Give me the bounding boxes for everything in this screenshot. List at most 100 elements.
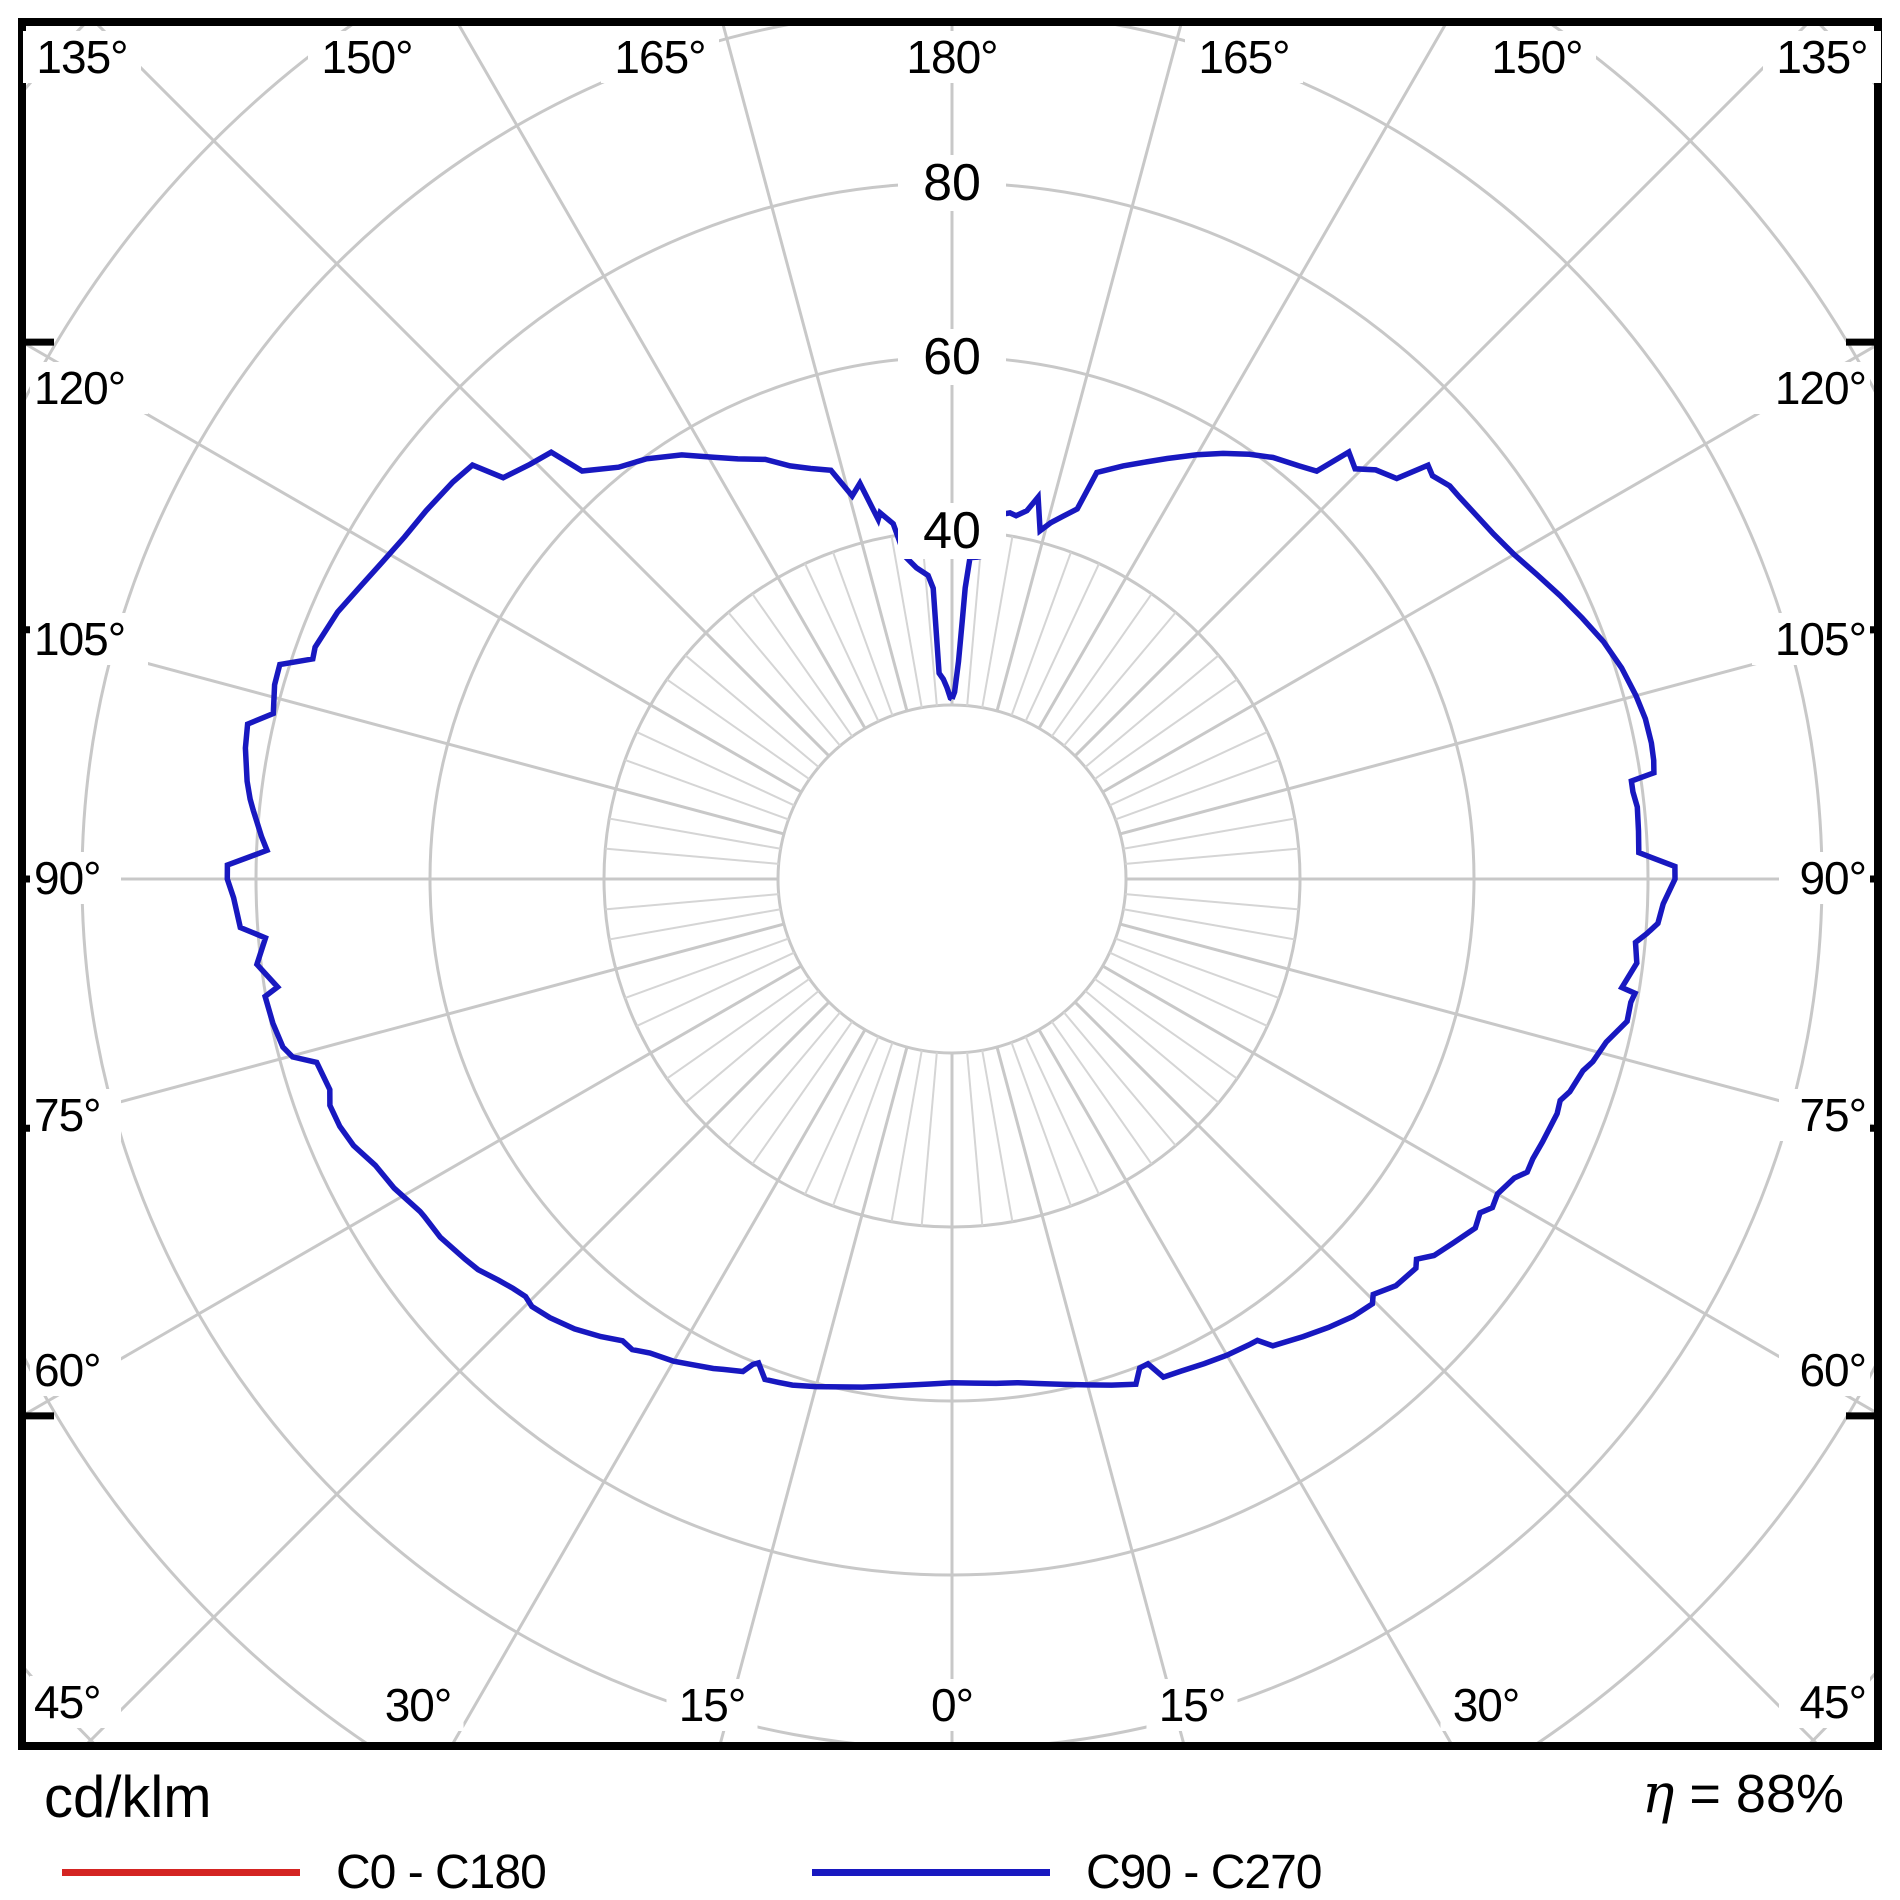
angle-label-mask <box>1779 1344 1870 1396</box>
grid-spoke-45 <box>1073 1000 1822 1746</box>
grid-spoke-210 <box>455 22 867 730</box>
legend-item-c0-c180: C0 - C180 <box>62 1844 547 1900</box>
fine-spoke-10 <box>981 1050 1014 1222</box>
angle-label-mask <box>30 1676 121 1728</box>
grid-spoke-300 <box>22 964 803 1418</box>
chart-frame <box>18 18 1882 1750</box>
angle-label-mask <box>1779 852 1870 904</box>
angle-label-mask <box>920 1679 984 1731</box>
fine-spoke-140 <box>1063 611 1177 747</box>
grid-spoke-225 <box>92 22 831 758</box>
angle-label-15deg: 15° <box>679 1679 746 1731</box>
fine-spoke-170 <box>981 536 1014 708</box>
grid-spoke-345 <box>718 1046 909 1746</box>
fine-spoke-320 <box>727 1011 841 1147</box>
fine-spoke-280 <box>609 908 781 941</box>
fine-spoke-290 <box>624 937 789 999</box>
angle-label-mask <box>30 852 121 904</box>
angle-label-mask <box>30 613 148 665</box>
fine-spoke-65 <box>1109 951 1268 1027</box>
fine-spoke-275 <box>605 893 779 911</box>
fine-spoke-70 <box>1115 937 1280 999</box>
fine-spoke-335 <box>804 1036 880 1195</box>
fine-spoke-205 <box>804 563 880 722</box>
grid-spoke-240 <box>22 340 803 794</box>
angle-label-mask <box>1478 31 1596 83</box>
angle-label-105deg: 105° <box>34 613 125 665</box>
angle-label-30deg: 30° <box>1453 1679 1520 1731</box>
angle-label-mask <box>1752 613 1870 665</box>
legend-item-c90-c270: C90 - C270 <box>812 1844 1322 1900</box>
fine-spoke-125 <box>1093 678 1238 781</box>
grid-spoke-150 <box>1037 22 1449 730</box>
fine-spoke-115 <box>1109 731 1268 807</box>
angle-label-0deg: 0° <box>931 1679 973 1731</box>
fine-spoke-340 <box>832 1042 894 1207</box>
fine-spoke-355 <box>920 1052 938 1226</box>
angle-label-mask <box>1185 31 1303 83</box>
angle-label-180deg: 180° <box>906 31 997 83</box>
legend-swatch-blue-icon <box>812 1868 1050 1876</box>
fine-spoke-25 <box>1024 1036 1100 1195</box>
angle-label-15deg: 15° <box>1159 1679 1226 1731</box>
angle-label-75deg: 75° <box>34 1089 101 1141</box>
fine-spoke-230 <box>684 654 820 768</box>
grid-spoke-120 <box>1101 342 1878 794</box>
angle-label-mask <box>893 31 1011 83</box>
fine-spoke-200 <box>832 551 894 716</box>
angle-label-mask <box>1763 31 1881 83</box>
ring-label-mask <box>898 155 1006 211</box>
angle-label-60deg: 60° <box>1799 1344 1866 1396</box>
grid-spoke-75 <box>1119 922 1878 1129</box>
angle-label-135deg: 135° <box>36 31 127 83</box>
fine-spoke-130 <box>1084 654 1220 768</box>
grid-spoke-195 <box>720 22 909 712</box>
grid-spoke-105 <box>1119 629 1878 836</box>
fine-spoke-40 <box>1063 1011 1177 1147</box>
ring-label-80: 80 <box>923 154 981 212</box>
fine-spoke-350 <box>890 1050 923 1222</box>
angle-label-mask <box>1146 1679 1238 1731</box>
angle-label-135deg: 135° <box>1776 31 1867 83</box>
fine-spoke-190 <box>890 536 923 708</box>
fine-spoke-50 <box>1084 990 1220 1104</box>
fine-spoke-260 <box>609 817 781 850</box>
grid-spoke-330 <box>449 1028 867 1746</box>
legend-label-c90-c270: C90 - C270 <box>1086 1845 1322 1899</box>
fine-spoke-185 <box>920 532 938 706</box>
fine-spoke-220 <box>727 611 841 747</box>
grid-ring-20 <box>776 703 1128 1055</box>
fine-spoke-160 <box>1010 551 1072 716</box>
angle-label-mask <box>30 1344 121 1396</box>
grid-spoke-30 <box>1037 1028 1455 1746</box>
angle-label-75deg: 75° <box>1799 1089 1866 1141</box>
angle-label-mask <box>30 1089 121 1141</box>
distribution-curves <box>224 447 1678 1390</box>
angle-label-120deg: 120° <box>34 362 125 414</box>
fine-spoke-175 <box>966 532 984 706</box>
fine-spoke-155 <box>1024 563 1100 722</box>
angle-label-mask <box>308 31 426 83</box>
angle-label-150deg: 150° <box>1491 31 1582 83</box>
fine-spoke-80 <box>1123 908 1295 941</box>
angle-label-60deg: 60° <box>34 1344 101 1396</box>
angle-label-30deg: 30° <box>385 1679 452 1731</box>
angle-label-90deg: 90° <box>1799 852 1866 904</box>
angle-label-mask <box>1779 1089 1870 1141</box>
fine-spoke-85 <box>1125 893 1299 911</box>
efficiency-value: η = 88% <box>1642 1762 1844 1825</box>
grid-spoke-60 <box>1101 964 1878 1416</box>
eta-text: = 88% <box>1674 1764 1844 1824</box>
angle-label-120deg: 120° <box>1775 362 1866 414</box>
ring-label-40: 40 <box>923 502 981 560</box>
curve-C90-C270 <box>224 447 1678 1390</box>
fine-spoke-310 <box>684 990 820 1104</box>
angle-label-150deg: 150° <box>321 31 412 83</box>
grid-spoke-315 <box>82 1000 831 1746</box>
fine-spoke-145 <box>1050 593 1153 738</box>
angle-label-mask <box>1752 362 1870 414</box>
angle-label-mask <box>372 1679 464 1731</box>
ring-label-mask <box>898 329 1006 385</box>
